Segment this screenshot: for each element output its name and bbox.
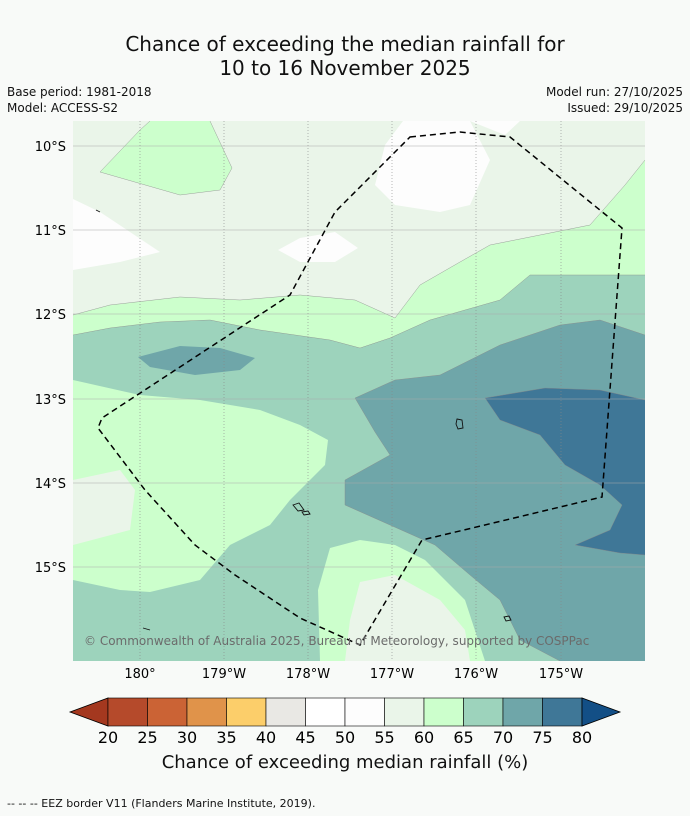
colorbar-tick-label: 60: [414, 728, 434, 747]
colorbar-segment: [542, 697, 583, 727]
band-55-60-south: [345, 575, 470, 661]
colorbar-title: Chance of exceeding median rainfall (%): [161, 752, 529, 773]
copyright-text: © Commonwealth of Australia 2025, Bureau…: [84, 634, 589, 648]
band-50-55-center: [278, 232, 358, 262]
colorbar-extend-low: [68, 697, 109, 727]
band-60-65-north: [100, 121, 232, 195]
probability-field: © Commonwealth of Australia 2025, Bureau…: [73, 121, 645, 661]
model-name: Model: ACCESS-S2: [7, 101, 119, 115]
meta-left: Base period: 1981-2018 Model: ACCESS-S2: [7, 84, 152, 116]
model-run: Model run: 27/10/2025: [545, 85, 683, 99]
meridian-lines: [139, 121, 562, 661]
parallel-lines: [73, 145, 645, 568]
colorbar: 20 25 30 35 40 45 50 55 60 65 70 75 80: [68, 697, 622, 747]
colorbar-tick-label: 70: [493, 728, 513, 747]
colorbar-tick-label: 30: [177, 728, 197, 747]
eez-border: [97, 131, 623, 646]
band-55-60-west: [73, 470, 135, 545]
colorbar-segment: [463, 697, 504, 727]
eez-footer-note: -- -- -- EEZ border V11 (Flanders Marine…: [7, 797, 316, 810]
colorbar-tick-label: 45: [295, 728, 315, 747]
lon-label: 175°W: [539, 667, 583, 682]
lat-label: 14°S: [35, 477, 66, 492]
colorbar-segment: [384, 697, 425, 727]
colorbar-tick-label: 55: [374, 728, 394, 747]
colorbar-segment: [186, 697, 227, 727]
issued-date: Issued: 29/10/2025: [567, 101, 683, 115]
meta-right: Model run: 27/10/2025 Issued: 29/10/2025: [546, 84, 683, 116]
colorbar-extend-high: [581, 697, 622, 727]
band-50-55-north-tip: [470, 121, 520, 135]
contour-lines: [73, 121, 645, 661]
colorbar-tick-label: 75: [532, 728, 552, 747]
colorbar-segment: [502, 697, 543, 727]
band-75-80: [485, 388, 645, 555]
colorbar-segment: [107, 697, 148, 727]
title-line-2: 10 to 16 November 2025: [219, 56, 471, 80]
lat-label: 10°S: [35, 140, 66, 155]
colorbar-segment: [147, 697, 188, 727]
lat-label: 15°S: [35, 561, 66, 576]
colorbar-segment: [265, 697, 306, 727]
colorbar-segment: [305, 697, 346, 727]
colorbar-tick-label: 40: [256, 728, 276, 747]
lon-label: 179°W: [202, 667, 246, 682]
colorbar-segment: [423, 697, 464, 727]
colorbar-segment: [344, 697, 385, 727]
colorbar-tick-label: 65: [453, 728, 473, 747]
lat-label: 12°S: [35, 308, 66, 323]
latitude-labels: 10°S 11°S 12°S 13°S 14°S 15°S: [35, 140, 66, 576]
colorbar-tick-label: 25: [137, 728, 157, 747]
title-line-1: Chance of exceeding the median rainfall …: [125, 32, 565, 56]
colorbar-tick-label: 35: [216, 728, 236, 747]
map-title: Chance of exceeding the median rainfall …: [0, 32, 690, 80]
colorbar-tick-label: 50: [335, 728, 355, 747]
lat-label: 13°S: [35, 393, 66, 408]
lon-label: 180°: [124, 667, 155, 682]
lon-label: 176°W: [454, 667, 498, 682]
colorbar-tick-label: 80: [572, 728, 592, 747]
band-60-65-west: [73, 380, 328, 592]
longitude-labels: 180° 179°W 178°W 177°W 176°W 175°W: [124, 667, 583, 682]
lon-label: 177°W: [370, 667, 414, 682]
base-period: Base period: 1981-2018: [7, 85, 152, 99]
colorbar-segment: [226, 697, 267, 727]
islands: [95, 209, 512, 631]
band-50-55-west: [73, 199, 160, 270]
band-70-75-west: [138, 346, 255, 375]
lon-label: 178°W: [286, 667, 330, 682]
forecast-map: © Commonwealth of Australia 2025, Bureau…: [35, 121, 645, 747]
lat-label: 11°S: [35, 224, 66, 239]
colorbar-tick-label: 20: [98, 728, 118, 747]
